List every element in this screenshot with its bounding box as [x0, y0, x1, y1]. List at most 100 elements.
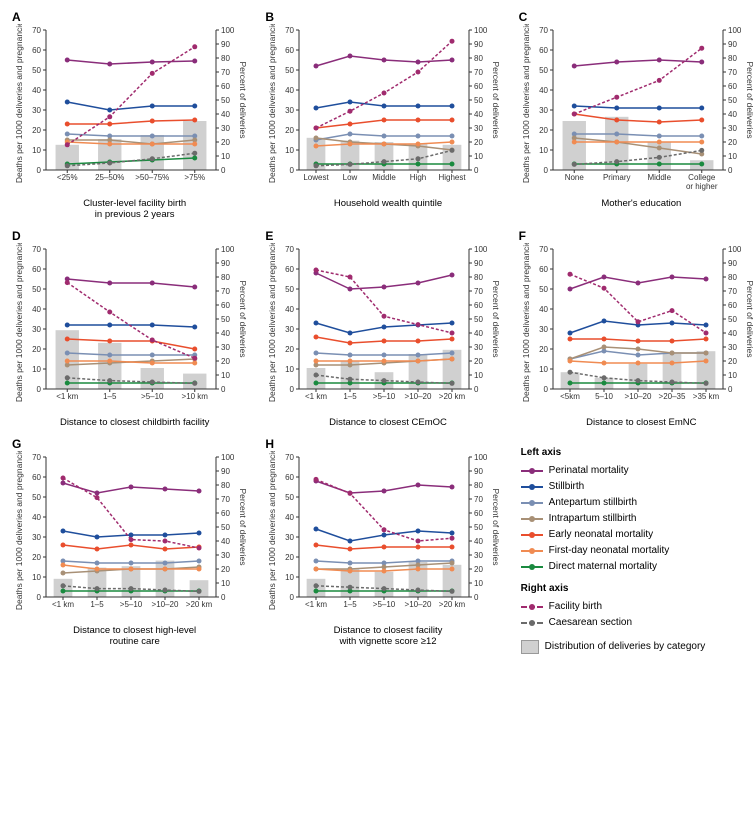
series-point	[656, 134, 661, 139]
svg-text:40: 40	[474, 110, 483, 119]
svg-text:70: 70	[221, 495, 230, 504]
series-point	[314, 526, 319, 531]
svg-text:None: None	[564, 173, 584, 182]
series-point	[450, 356, 455, 361]
series-point	[382, 488, 387, 493]
series-point	[197, 589, 202, 594]
series-point	[129, 537, 134, 542]
series-point	[150, 360, 155, 365]
series-point	[416, 379, 421, 384]
series-point	[416, 544, 421, 549]
series-point	[571, 140, 576, 145]
series-point	[567, 370, 572, 375]
series-point	[635, 319, 640, 324]
series-point	[348, 162, 353, 167]
series-point	[65, 375, 70, 380]
series-point	[382, 586, 387, 591]
series-point	[382, 532, 387, 537]
series-point	[129, 484, 134, 489]
svg-text:30: 30	[539, 106, 548, 115]
series-point	[150, 379, 155, 384]
series-point	[416, 566, 421, 571]
svg-text:100: 100	[728, 245, 742, 254]
series-point	[703, 358, 708, 363]
series-point	[314, 588, 319, 593]
panel-label: G	[12, 437, 21, 451]
chart-svg: 0102030405060700102030405060708090100<1 …	[263, 451, 501, 621]
svg-text:0: 0	[37, 593, 42, 602]
svg-text:30: 30	[221, 124, 230, 133]
svg-text:<1 km: <1 km	[305, 392, 327, 401]
svg-text:70: 70	[728, 68, 737, 77]
svg-text:50: 50	[539, 66, 548, 75]
svg-text:0: 0	[474, 385, 479, 394]
series-point	[348, 132, 353, 137]
svg-text:20: 20	[285, 553, 294, 562]
series-point	[450, 148, 455, 153]
svg-text:50: 50	[474, 523, 483, 532]
svg-text:10: 10	[32, 365, 41, 374]
svg-text:20: 20	[285, 126, 294, 135]
series-point	[601, 336, 606, 341]
svg-text:80: 80	[221, 481, 230, 490]
series-point	[348, 352, 353, 357]
svg-text:1–5: 1–5	[103, 392, 117, 401]
series-point	[601, 360, 606, 365]
series-point	[703, 336, 708, 341]
series-point	[348, 330, 353, 335]
svg-text:80: 80	[474, 481, 483, 490]
xlabel: Distance to closest childbirth facility	[10, 418, 259, 429]
svg-text:50: 50	[285, 285, 294, 294]
series-point	[416, 528, 421, 533]
xlabel: Distance to closest CEmOC	[263, 418, 512, 429]
svg-text:70: 70	[474, 495, 483, 504]
legend-item-early_neonatal: Early neonatal mortality	[521, 527, 756, 543]
series-point	[150, 71, 155, 76]
legend-item-facility_birth: Facility birth	[521, 599, 756, 615]
svg-text:1–5: 1–5	[90, 600, 104, 609]
series-point	[669, 350, 674, 355]
svg-text:10: 10	[539, 146, 548, 155]
series-point	[348, 122, 353, 127]
svg-text:30: 30	[285, 325, 294, 334]
svg-text:50: 50	[32, 285, 41, 294]
series-point	[635, 352, 640, 357]
svg-text:Deaths per 1000 deliveries and: Deaths per 1000 deliveries and pregnanci…	[521, 243, 531, 402]
series-point	[61, 475, 66, 480]
series-caesarean	[574, 150, 702, 164]
series-point	[567, 330, 572, 335]
series-point	[416, 104, 421, 109]
series-point	[450, 320, 455, 325]
series-point	[450, 39, 455, 44]
series-point	[107, 108, 112, 113]
series-point	[699, 118, 704, 123]
series-point	[129, 542, 134, 547]
series-point	[348, 560, 353, 565]
series-point	[150, 280, 155, 285]
series-point	[192, 381, 197, 386]
series-point	[197, 566, 202, 571]
series-point	[95, 495, 100, 500]
series-point	[450, 104, 455, 109]
panel-A: A0102030405060700102030405060708090100<2…	[10, 10, 259, 221]
series-point	[314, 477, 319, 482]
series-point	[65, 280, 70, 285]
svg-text:40: 40	[221, 329, 230, 338]
svg-text:50: 50	[32, 66, 41, 75]
svg-text:>10 km: >10 km	[182, 392, 209, 401]
legend-item-perinatal: Perinatal mortality	[521, 463, 756, 479]
series-point	[416, 587, 421, 592]
svg-text:100: 100	[474, 453, 488, 462]
svg-text:>10–20: >10–20	[405, 392, 432, 401]
series-point	[382, 358, 387, 363]
svg-text:20: 20	[221, 357, 230, 366]
xlabel: Distance to closest facilitywith vignett…	[263, 626, 512, 648]
distribution-bar	[141, 135, 164, 170]
series-point	[163, 566, 168, 571]
series-point	[614, 95, 619, 100]
series-point	[314, 126, 319, 131]
svg-text:90: 90	[474, 467, 483, 476]
svg-text:1–5: 1–5	[344, 600, 358, 609]
series-point	[699, 46, 704, 51]
series-point	[567, 380, 572, 385]
